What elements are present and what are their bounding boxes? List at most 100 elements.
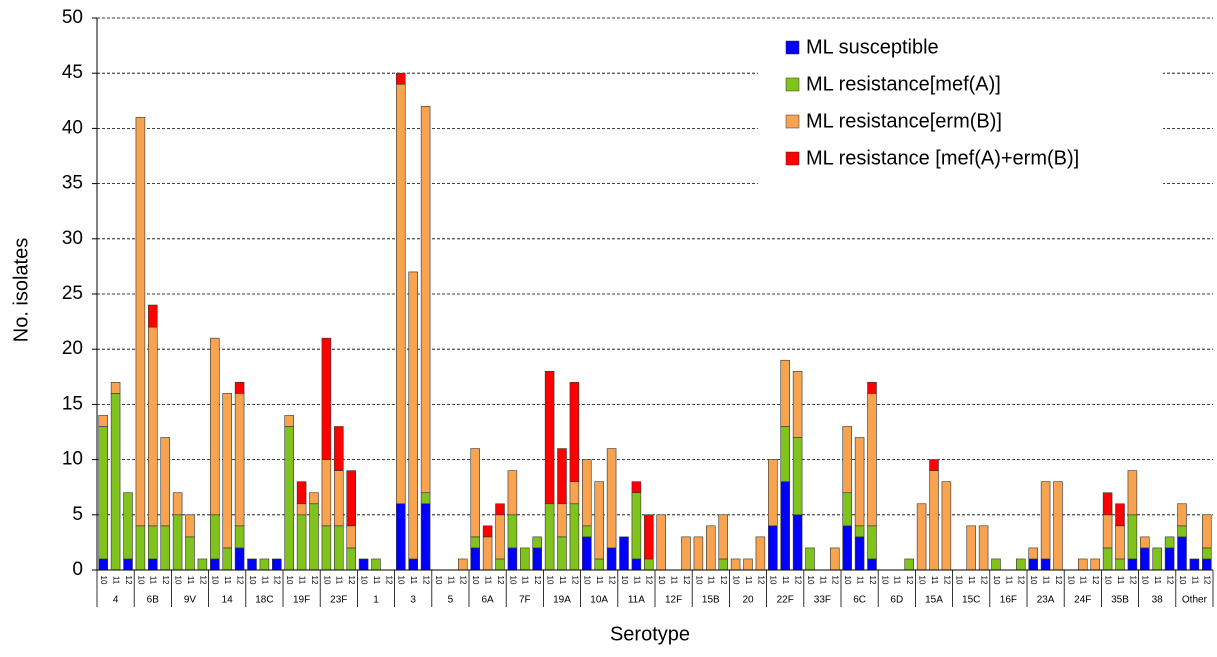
bar-segment — [842, 492, 852, 527]
group-label: 15A — [925, 595, 943, 606]
x-tick-label: 11 — [1153, 576, 1162, 585]
bar-segment — [768, 459, 778, 527]
x-tick-label: 10 — [620, 576, 629, 585]
group-label: 6D — [890, 595, 903, 606]
bar-segment — [544, 370, 555, 505]
group-label: 23A — [1037, 595, 1055, 606]
group-label: 22F — [777, 595, 794, 606]
x-tick-label: 10 — [1141, 576, 1150, 585]
legend-swatch — [785, 40, 800, 55]
x-tick-label: 12 — [1165, 576, 1174, 585]
x-tick-label: 10 — [917, 576, 926, 585]
bar-segment — [1177, 525, 1187, 538]
bar-segment — [792, 514, 803, 571]
bar-segment — [371, 558, 381, 571]
bar-segment — [644, 558, 654, 571]
bar-segment — [346, 525, 356, 549]
bar-segment — [830, 547, 840, 571]
bar-segment — [110, 382, 121, 394]
x-tick-label: 11 — [893, 576, 902, 585]
bar-segment — [110, 393, 121, 571]
x-tick-label: 11 — [521, 576, 530, 585]
bar-segment — [1040, 481, 1051, 560]
bar-segment — [334, 470, 344, 527]
x-tick-label: 10 — [173, 576, 182, 585]
group-label: 11A — [628, 595, 645, 606]
bar-segment — [148, 304, 158, 328]
x-tick-label: 11 — [186, 576, 195, 585]
bar-segment — [1202, 558, 1212, 571]
y-tick-label: 15 — [62, 393, 83, 414]
bar-segment — [631, 481, 642, 494]
x-tick-label: 10 — [694, 576, 703, 585]
x-tick-label: 12 — [1054, 576, 1063, 585]
bar-segment — [470, 536, 480, 549]
group-label: 19F — [293, 595, 310, 606]
bar-segment — [557, 536, 567, 571]
bar-segment — [1053, 481, 1063, 571]
x-tick-label: 10 — [880, 576, 889, 585]
bar-segment — [780, 359, 790, 427]
x-tick-label: 11 — [1004, 576, 1013, 585]
x-tick-label: 10 — [769, 576, 778, 585]
group-label: 7F — [519, 595, 531, 606]
x-tick-label: 11 — [855, 576, 864, 585]
bar-segment — [1102, 492, 1113, 516]
bar-segment — [420, 492, 431, 505]
x-tick-label: 12 — [1017, 576, 1026, 585]
bar-segment — [309, 492, 319, 505]
bar-segment — [234, 393, 245, 527]
bar-segment — [172, 492, 183, 516]
bar-segment — [470, 448, 480, 538]
bar-segment — [135, 525, 146, 571]
group-label: 12F — [665, 595, 682, 606]
x-tick-label: 12 — [273, 576, 282, 585]
bar-segment — [148, 525, 158, 560]
bar-segment — [792, 370, 803, 438]
x-tick-label: 11 — [223, 576, 232, 585]
bar-segment — [495, 514, 505, 560]
group-label: 18C — [255, 595, 273, 606]
x-tick-label: 11 — [595, 576, 604, 585]
x-tick-label: 11 — [446, 576, 455, 585]
bar-segment — [768, 525, 778, 571]
bar-segment — [532, 536, 542, 549]
bar-segment — [296, 481, 307, 505]
group-label: Other — [1182, 595, 1208, 606]
x-tick-label: 11 — [781, 576, 790, 585]
bar-segment — [482, 536, 493, 571]
bar-segment — [631, 492, 642, 560]
bar-segment — [557, 448, 567, 505]
y-tick-label: 35 — [62, 173, 83, 194]
bar-segment — [321, 337, 332, 460]
bar-segment — [222, 547, 232, 571]
x-tick-label: 10 — [471, 576, 480, 585]
bar-segment — [706, 525, 716, 571]
x-tick-label: 11 — [632, 576, 641, 585]
group-label: 10A — [590, 595, 608, 606]
x-tick-label: 12 — [1203, 576, 1212, 585]
bar-segment — [1102, 514, 1113, 549]
bar-segment — [172, 514, 183, 571]
x-tick-label: 10 — [731, 576, 740, 585]
bar-segment — [234, 382, 245, 394]
bar-segment — [1140, 547, 1150, 571]
group-label: 16F — [1000, 595, 1017, 606]
bar-segment — [1177, 503, 1187, 527]
y-tick-label: 45 — [62, 62, 83, 83]
x-tick-label: 12 — [868, 576, 877, 585]
x-tick-label: 12 — [756, 576, 765, 585]
bar-segment — [123, 558, 133, 571]
bar-segment — [1164, 536, 1175, 549]
x-tick-label: 10 — [1029, 576, 1038, 585]
x-tick-label: 11 — [260, 576, 269, 585]
x-tick-label: 10 — [248, 576, 257, 585]
bar-segment — [1028, 558, 1038, 571]
bar-segment — [1028, 547, 1038, 560]
bar-segment — [867, 393, 877, 527]
x-tick-label: 10 — [583, 576, 592, 585]
bar-segment — [1078, 558, 1088, 571]
bar-segment — [185, 536, 195, 571]
y-tick-label: 0 — [72, 559, 83, 580]
x-axis-title: Serotype — [610, 623, 690, 645]
